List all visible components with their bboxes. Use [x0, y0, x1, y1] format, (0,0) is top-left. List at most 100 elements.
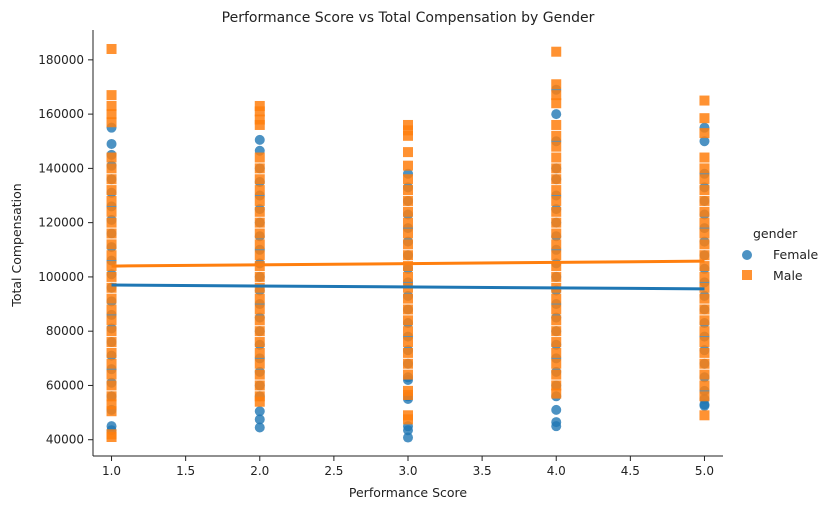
male-point-25: [106, 369, 117, 380]
male-point-68: [403, 206, 413, 217]
male-point-109: [551, 304, 562, 315]
male-point-60: [403, 119, 413, 130]
male-point-4: [106, 117, 117, 128]
male-point-17: [106, 282, 117, 293]
male-point-104: [551, 250, 562, 261]
male-point-61: [403, 125, 413, 136]
male-point-76: [403, 293, 413, 304]
male-point-81: [403, 347, 413, 358]
male-point-31: [106, 432, 117, 443]
male-point-124: [699, 185, 710, 196]
male-point-7: [106, 174, 117, 185]
male-point-127: [699, 217, 710, 228]
male-point-85: [403, 389, 413, 400]
male-point-40: [254, 195, 265, 206]
male-point-23: [106, 347, 117, 358]
y-tick-label: 120000: [38, 216, 84, 230]
female-point-68: [403, 432, 413, 443]
male-point-105: [551, 261, 562, 272]
male-point-112: [551, 337, 562, 348]
male-point-87: [403, 414, 413, 425]
male-point-1: [106, 90, 117, 101]
male-point-22: [106, 337, 117, 348]
male-point-115: [551, 369, 562, 380]
male-point-55: [254, 358, 265, 369]
male-point-73: [403, 261, 413, 272]
male-point-77: [403, 304, 413, 315]
male-point-144: [699, 410, 710, 421]
male-point-134: [699, 293, 710, 304]
legend-female-label: Female: [773, 247, 819, 262]
y-tick-label: 140000: [38, 161, 84, 175]
male-point-11: [106, 217, 117, 228]
male-point-13: [106, 239, 117, 250]
male-point-120: [699, 128, 710, 139]
male-point-62: [403, 130, 413, 141]
male-point-121: [699, 152, 710, 163]
male-point-74: [403, 271, 413, 282]
male-point-24: [106, 358, 117, 369]
male-point-18: [106, 293, 117, 304]
y-tick-label: 60000: [46, 378, 84, 392]
male-point-36: [254, 152, 265, 163]
female-point-44: [254, 406, 265, 417]
male-point-113: [551, 347, 562, 358]
x-tick-label: 4.0: [547, 464, 566, 478]
male-point-47: [254, 271, 265, 282]
female-trend-line: [111, 283, 705, 291]
male-point-128: [699, 228, 710, 239]
male-point-116: [551, 380, 562, 391]
male-point-119: [699, 113, 710, 124]
male-point-19: [106, 304, 117, 315]
male-point-103: [551, 239, 562, 250]
male-point-82: [403, 358, 413, 369]
male-point-91: [551, 98, 562, 109]
male-point-122: [699, 163, 710, 174]
male-point-117: [551, 388, 562, 399]
male-point-65: [403, 174, 413, 185]
legend-title: gender: [753, 226, 798, 241]
male-point-45: [254, 250, 265, 261]
x-tick-label: 4.5: [621, 464, 640, 478]
y-tick-label: 40000: [46, 433, 84, 447]
male-point-6: [106, 163, 117, 174]
male-point-110: [551, 315, 562, 326]
male-point-83: [403, 369, 413, 380]
male-point-96: [551, 163, 562, 174]
male-point-108: [551, 293, 562, 304]
male-point-35: [254, 119, 265, 130]
male-point-10: [106, 206, 117, 217]
male-point-29: [106, 406, 117, 417]
female-point-67: [403, 425, 413, 436]
x-tick-label: 5.0: [695, 464, 714, 478]
male-point-14: [106, 250, 117, 261]
legend-male-label: Male: [773, 268, 803, 283]
x-axis-ticks: 1.0 1.5 2.0 2.5 3.0 3.5 4.0 4.5 5.0: [102, 456, 714, 478]
male-point-79: [403, 326, 413, 337]
male-point-52: [254, 326, 265, 337]
male-point-66: [403, 185, 413, 196]
male-point-132: [699, 271, 710, 282]
male-point-44: [254, 239, 265, 250]
y-axis-title: Total Compensation: [9, 183, 24, 307]
plot-area: [106, 43, 710, 443]
male-point-111: [551, 326, 562, 337]
male-point-59: [254, 396, 265, 407]
male-trend-line: [111, 259, 705, 268]
male-point-63: [403, 147, 413, 158]
male-point-69: [403, 217, 413, 228]
male-point-16: [106, 271, 117, 282]
male-point-56: [254, 369, 265, 380]
male-point-39: [254, 185, 265, 196]
male-point-101: [551, 217, 562, 228]
x-tick-label: 1.5: [176, 464, 195, 478]
male-point-140: [699, 358, 710, 369]
female-point-24: [254, 134, 265, 145]
male-point-3: [106, 109, 117, 120]
male-point-0: [106, 43, 117, 54]
male-point-34: [254, 114, 265, 125]
female-point-114: [699, 400, 710, 411]
male-point-27: [106, 391, 117, 402]
legend-female-marker: [742, 250, 752, 260]
male-point-94: [551, 141, 562, 152]
